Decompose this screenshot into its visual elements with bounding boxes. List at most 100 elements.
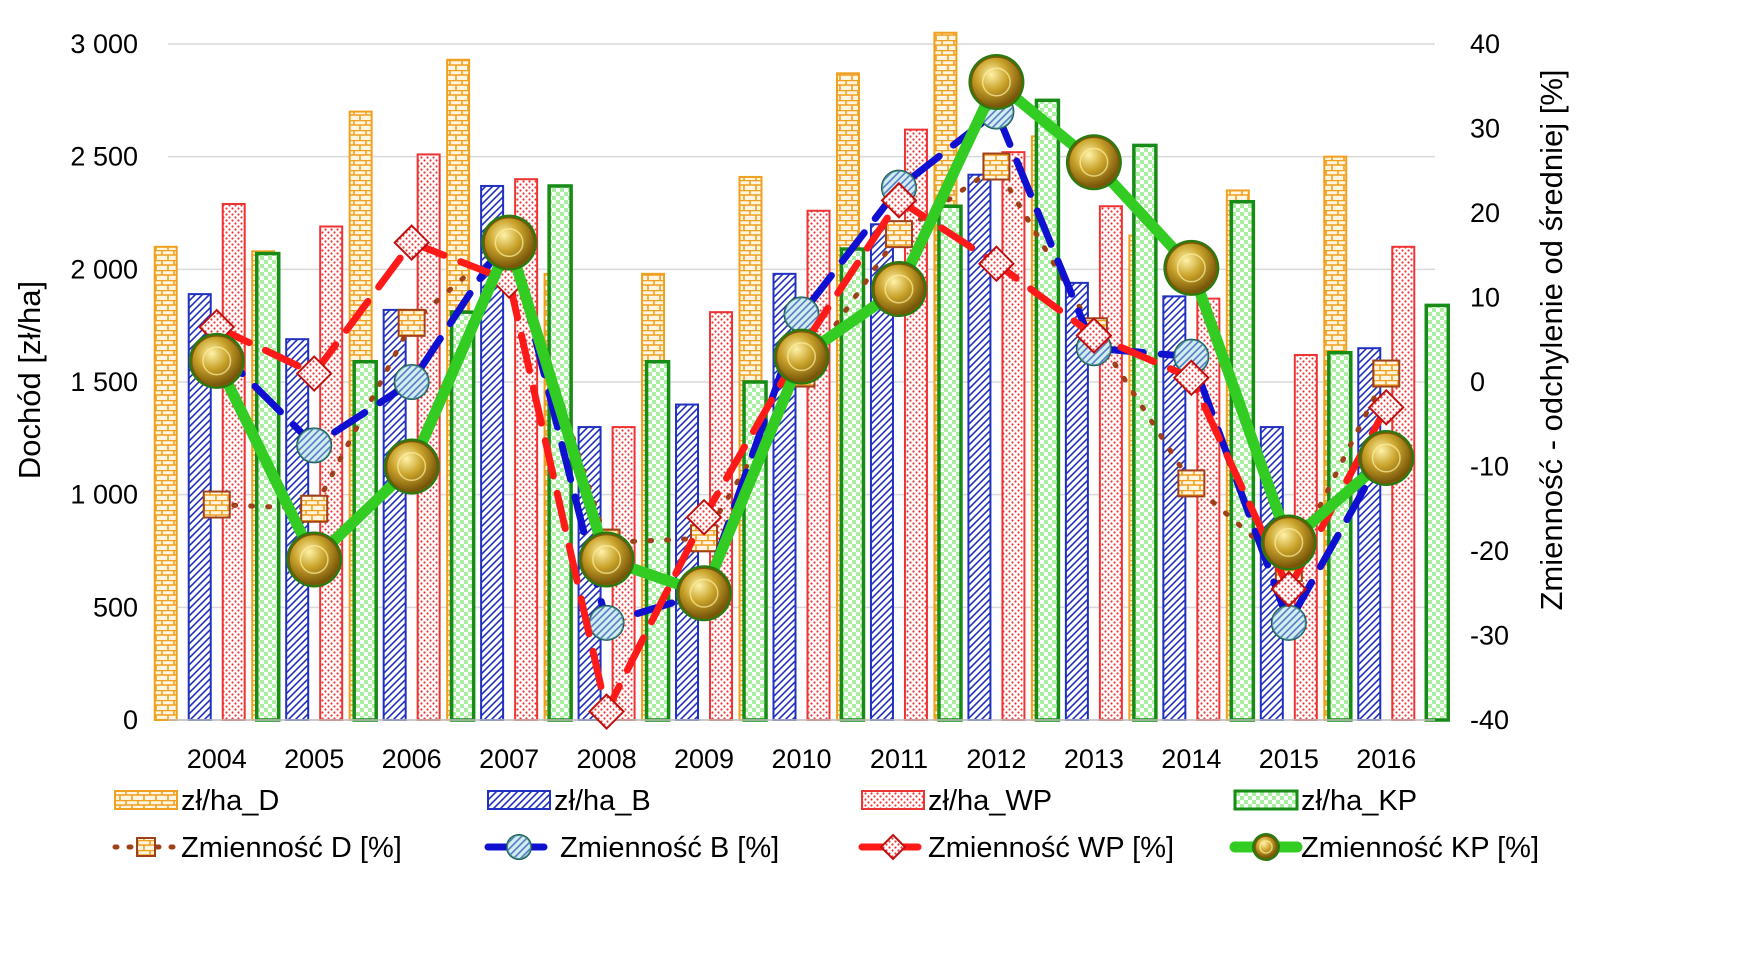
data-point [1172,359,1210,397]
y-tick-label: 3 000 [70,29,138,59]
bar-z-ha-kp-2011 [937,204,963,722]
marker-coin [288,533,340,586]
legend-item-bar: zł/ha_WP [861,785,1052,817]
x-tick-label: 2014 [1161,744,1221,774]
bar-z-ha-d-2004 [153,245,178,722]
legend-swatch [1233,789,1299,811]
marker-square [300,494,329,523]
legend-label: zł/ha_B [554,785,651,817]
data-point [1358,430,1415,487]
marker-coin-ring [884,274,914,304]
y2-tick-label: 10 [1470,283,1500,313]
data-point [1372,359,1401,388]
marker-square [884,220,913,249]
data-point [884,220,913,249]
marker-circle-fill [297,428,332,463]
bar-z-ha-kp-2014 [1229,199,1256,722]
data-point [300,494,329,523]
marker-coin [1263,516,1315,569]
y2-tick-label: 0 [1470,367,1485,397]
bar-z-ha-kp-2016 [1424,303,1451,722]
bar-z-ha-wp-2012 [1001,151,1026,722]
data-point [393,224,431,261]
marker-diamond [588,693,625,730]
marker-coin-ring [1274,528,1304,558]
marker-circle [506,834,532,860]
data-point [383,438,440,495]
marker-diamond [1075,317,1113,354]
data-point [1075,317,1113,354]
data-point [1270,604,1307,641]
y2-tick-label: 30 [1470,114,1500,144]
legend-item-bar: zł/ha_D [114,785,279,817]
data-point [588,693,625,730]
y2-tick-label: 20 [1470,198,1500,228]
marker-coin-ring [689,578,719,608]
data-point [286,531,343,588]
y2-tick-label: -20 [1470,536,1509,566]
x-tick-label: 2012 [966,744,1026,774]
data-point [783,296,820,333]
marker-diamond [978,245,1015,283]
y-tick-label: 1 500 [70,367,138,397]
marker-coin-ring [202,346,232,376]
legend-item-bar: zł/ha_B [487,785,651,817]
bar-z-ha-kp-2012 [1034,98,1061,722]
marker-coin [1254,835,1278,859]
legend-swatch [487,790,551,810]
bar-z-ha-wp-2013 [1098,205,1123,722]
y2-axis-title: Zmienność - odchylenie od średniej [%] [1534,69,1569,610]
data-point [1367,388,1405,426]
data-point [1173,338,1210,375]
legend-item-line: Zmienność D [%] [112,832,402,864]
marker-coin [580,533,633,586]
data-point [481,214,538,271]
x-tick-label: 2010 [771,744,831,774]
x-tick-label: 2007 [479,744,539,774]
series-zmienno-wp- [198,181,1405,730]
marker-coin-ring [1259,840,1273,854]
bar-z-ha-kp-2007 [547,184,573,722]
data-point [295,355,333,392]
x-tick-label: 2016 [1356,744,1416,774]
legend-item-bar: zł/ha_KP [1233,785,1417,817]
marker-coin [1068,136,1120,189]
legend-label: zł/ha_D [181,785,279,817]
marker-diamond [880,181,918,219]
marker-circle-fill [507,835,531,859]
legend-item-line: Zmienność KP [%] [1229,832,1539,864]
data-point [1163,239,1220,296]
data-point [1065,134,1122,191]
marker-diamond [295,355,333,392]
legend-label: Zmienność B [%] [560,832,779,864]
marker-circle-fill [394,365,429,399]
data-point [773,328,830,385]
marker-circle-fill [1271,605,1306,640]
legend-label: Zmienność WP [%] [928,832,1174,864]
marker-square [202,490,231,519]
marker-coin [190,335,243,387]
legend-swatch [861,790,925,810]
x-tick-label: 2011 [870,744,928,774]
x-tick-label: 2009 [674,744,734,774]
data-point [588,604,625,641]
data-point [578,531,635,588]
marker-diamond [1270,570,1308,608]
data-point [393,364,430,400]
marker-circle-fill [589,605,624,640]
x-tick-label: 2005 [284,744,344,774]
marker-circle [296,427,333,464]
data-point [982,152,1011,181]
marker-coin-ring [1176,253,1206,283]
marker-coin-ring [1371,443,1401,473]
marker-coin [1165,242,1218,294]
marker-circle-fill [784,297,819,332]
legend-swatch [114,790,178,810]
legend-label: zł/ha_KP [1301,785,1417,817]
marker-diamond [879,833,907,861]
marker-coin [1360,432,1413,484]
marker-coin-ring [592,544,622,574]
y2-tick-label: 40 [1470,29,1500,59]
data-point [1177,469,1206,498]
